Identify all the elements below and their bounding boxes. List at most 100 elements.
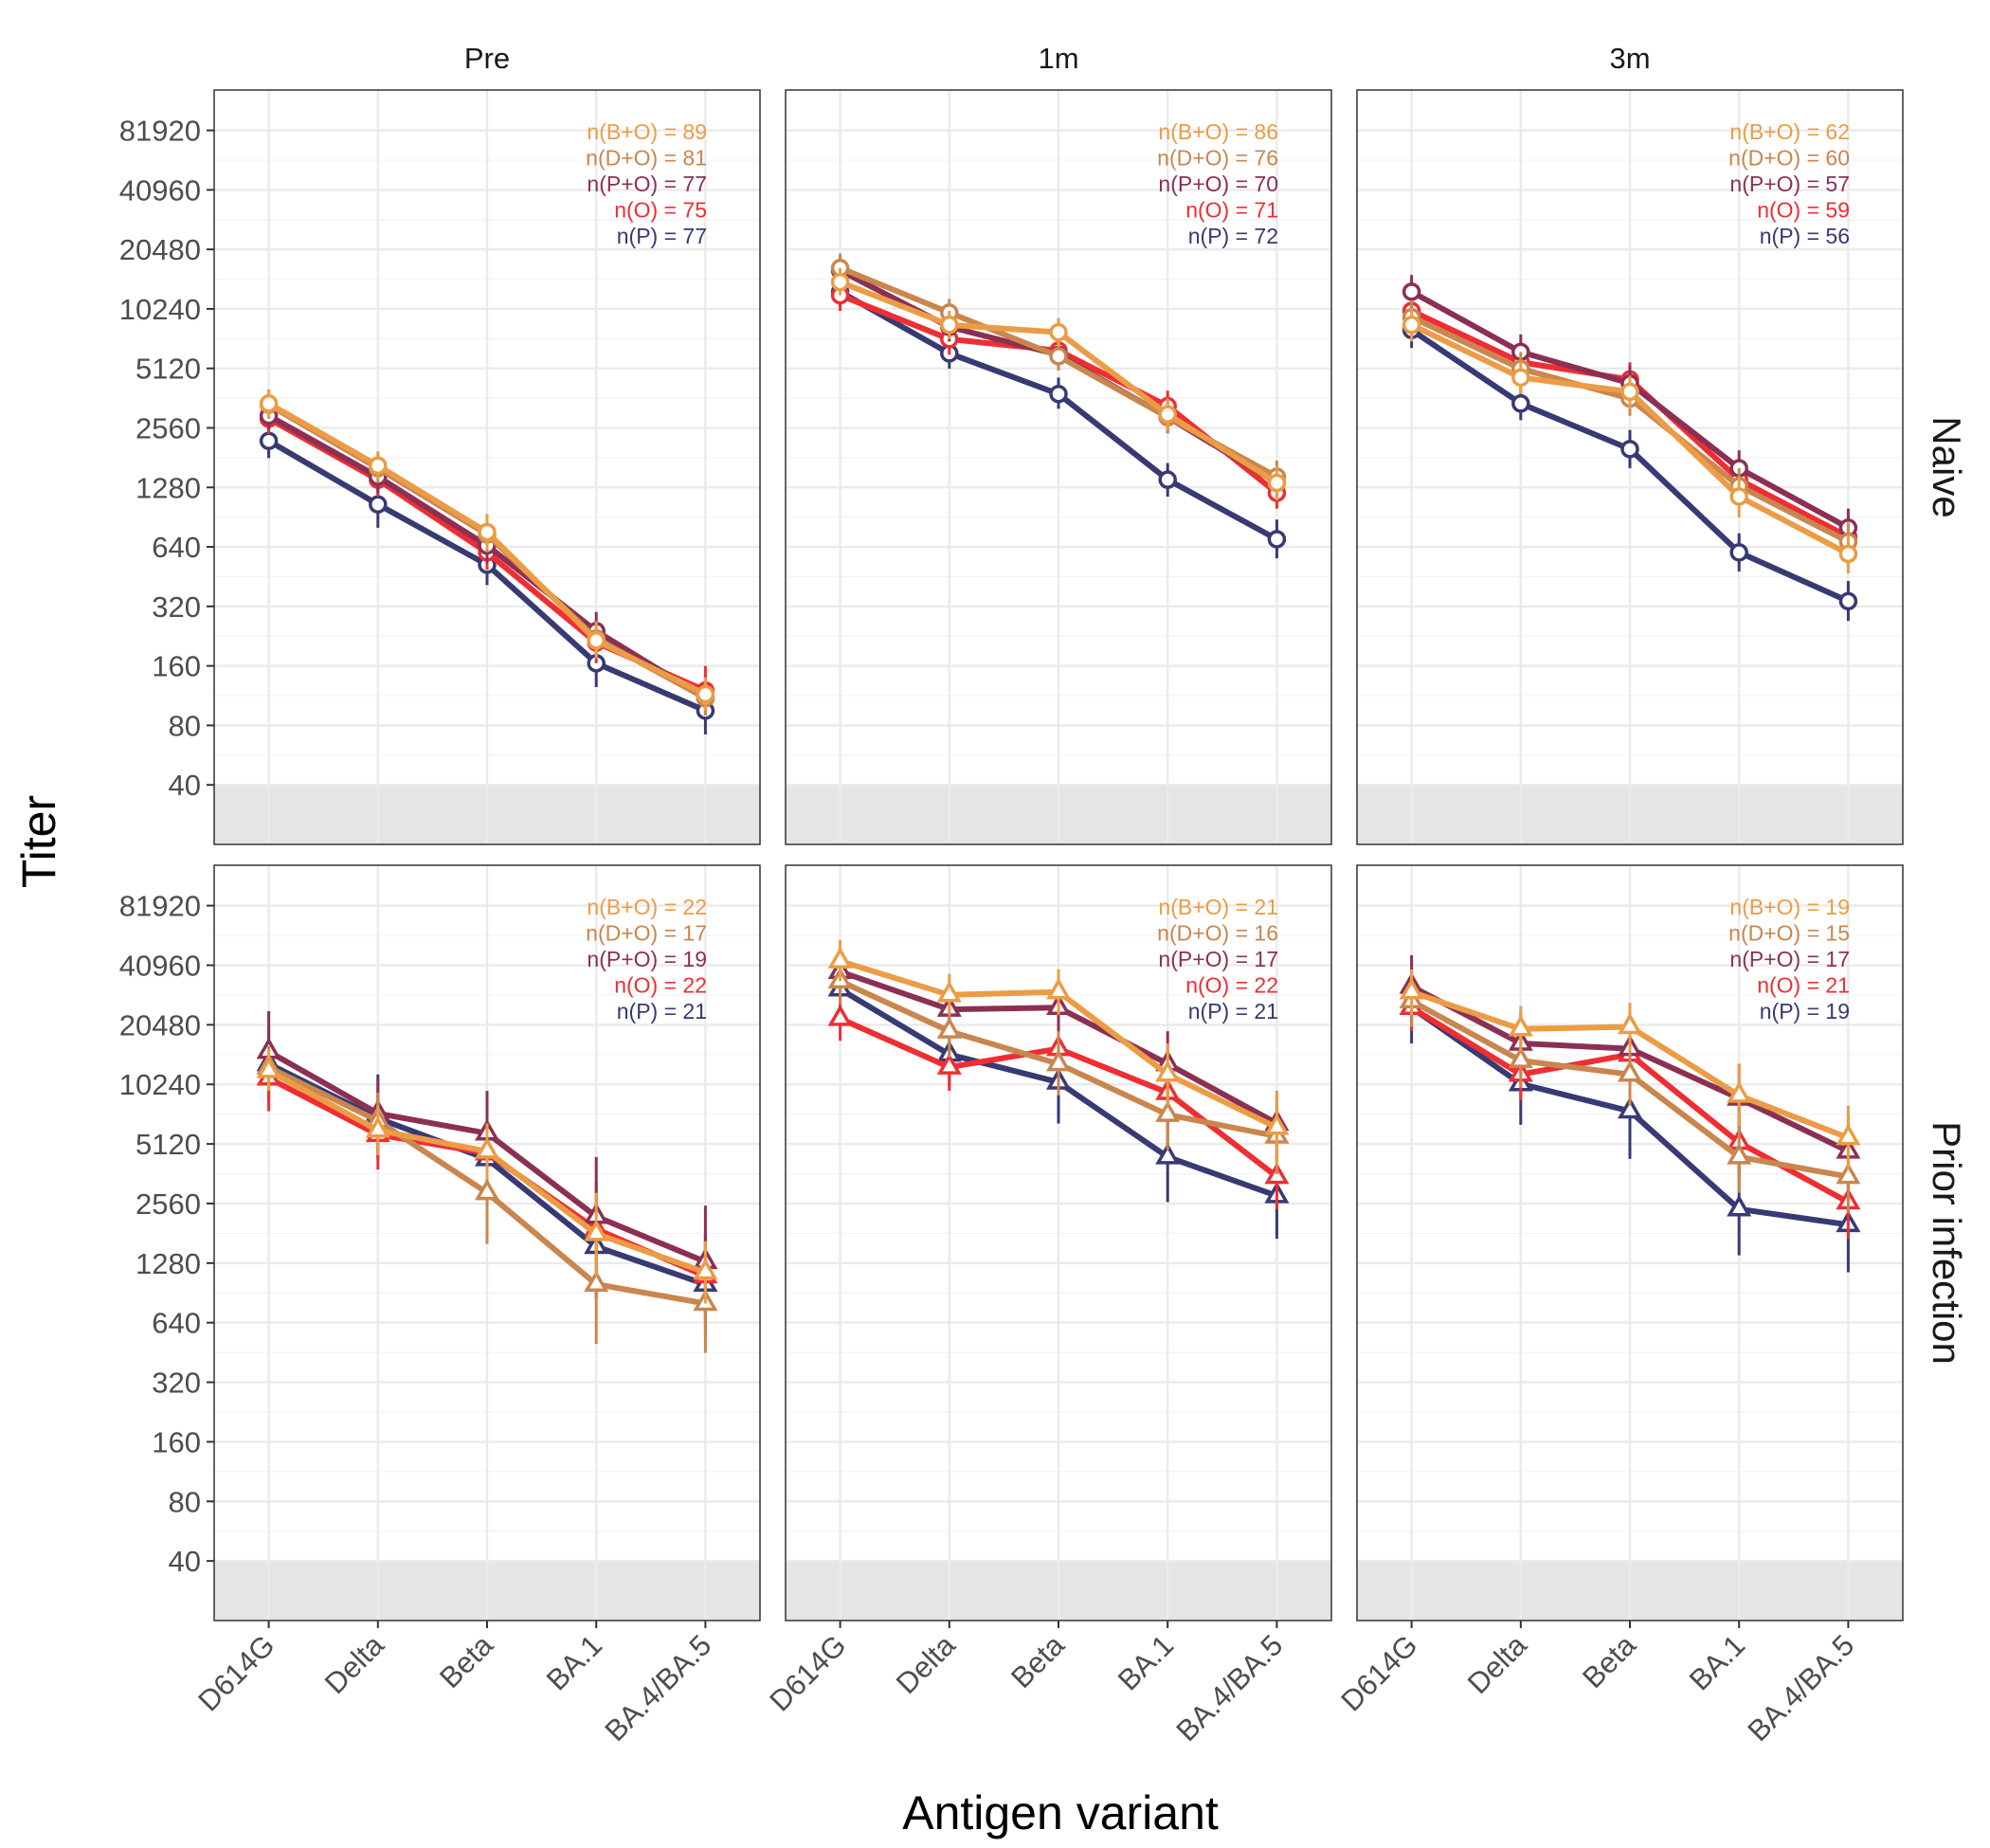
data-point-circle <box>1049 322 1068 342</box>
y-tick-label: 5120 <box>136 353 201 386</box>
n-label: n(O) = 22 <box>1185 973 1278 998</box>
data-point-triangle <box>1155 1142 1181 1165</box>
row-strip-label-0: Naive <box>1925 416 1969 517</box>
panel-0-2: n(B+O) = 62n(D+O) = 60n(P+O) = 57n(O) = … <box>1356 89 1904 845</box>
n-label: n(B+O) = 89 <box>587 119 707 144</box>
y-tick-label: 81920 <box>119 890 201 923</box>
n-label: n(P) = 72 <box>1188 224 1278 248</box>
n-label: n(P+O) = 70 <box>1158 172 1278 196</box>
data-point-circle <box>940 316 959 335</box>
data-point-triangle <box>1045 977 1072 1000</box>
n-label: n(B+O) = 62 <box>1729 119 1850 144</box>
data-point-triangle <box>1836 1162 1861 1185</box>
y-tick-label: 10240 <box>119 293 201 326</box>
n-label: n(O) = 22 <box>614 973 707 998</box>
data-point-circle <box>1158 405 1177 424</box>
data-point-triangle <box>365 1115 390 1138</box>
y-tick-label: 80 <box>169 1485 201 1518</box>
data-point-triangle <box>584 1270 609 1292</box>
y-tick-label: 10240 <box>119 1068 201 1101</box>
data-point-circle <box>1511 394 1530 413</box>
data-point-triangle <box>1508 1014 1533 1037</box>
data-point-triangle <box>256 1056 281 1078</box>
panel-1-0: n(B+O) = 22n(D+O) = 17n(P+O) = 19n(O) = … <box>119 864 761 1748</box>
n-label: n(P) = 21 <box>617 999 707 1024</box>
n-label: n(P) = 19 <box>1760 999 1850 1024</box>
n-label: n(D+O) = 15 <box>1728 921 1850 946</box>
data-point-triangle <box>1155 1100 1181 1122</box>
data-point-triangle <box>827 947 853 969</box>
row-strip-label-1: Prior infection <box>1925 1121 1969 1365</box>
y-tick-label: 320 <box>152 590 201 624</box>
x-tick-label: Beta <box>433 1628 499 1694</box>
data-point-circle <box>1729 487 1748 506</box>
n-label: n(B+O) = 86 <box>1158 119 1278 144</box>
data-point-triangle <box>1617 1060 1643 1082</box>
panel-1-2: n(B+O) = 19n(D+O) = 15n(P+O) = 17n(O) = … <box>1334 864 1904 1748</box>
data-point-circle <box>1838 544 1858 564</box>
data-point-triangle <box>1399 977 1424 1000</box>
y-tick-label: 40960 <box>119 173 201 207</box>
data-point-circle <box>1620 440 1639 459</box>
n-label: n(P+O) = 17 <box>1729 947 1850 971</box>
y-tick-label: 20480 <box>119 1008 201 1042</box>
data-point-circle <box>1402 282 1421 301</box>
y-tick-label: 81920 <box>119 115 201 148</box>
n-label: n(P+O) = 77 <box>587 172 707 196</box>
x-tick-label: Delta <box>1461 1628 1533 1700</box>
n-label: n(O) = 21 <box>1757 973 1850 998</box>
y-tick-label: 1280 <box>136 1247 201 1280</box>
y-tick-label: 40960 <box>119 949 201 982</box>
labels-layer: Antigen variant Titer Pre 1m 3m Naive Prior … <box>12 42 1969 1839</box>
n-label: n(P+O) = 19 <box>587 947 707 971</box>
panel-1-1: n(B+O) = 21n(D+O) = 16n(P+O) = 17n(O) = … <box>763 864 1332 1748</box>
panel-border <box>785 89 1332 845</box>
data-point-circle <box>1729 543 1748 562</box>
data-point-triangle <box>1045 1049 1072 1072</box>
y-tick-label: 40 <box>169 769 201 802</box>
n-label: n(B+O) = 19 <box>1729 895 1850 919</box>
data-point-circle <box>259 394 279 413</box>
column-strip-label-2: 3m <box>1609 42 1650 75</box>
n-label: n(P+O) = 17 <box>1158 947 1278 971</box>
data-point-circle <box>1838 591 1858 611</box>
n-label: n(D+O) = 17 <box>586 921 707 946</box>
data-point-circle <box>696 684 715 704</box>
n-label: n(B+O) = 22 <box>587 895 707 919</box>
data-point-triangle <box>1264 1113 1290 1135</box>
panel-border <box>213 89 761 845</box>
y-tick-label: 640 <box>152 531 201 564</box>
data-point-circle <box>1049 347 1068 366</box>
data-point-circle <box>478 522 497 542</box>
x-tick-label: Beta <box>1576 1628 1642 1694</box>
data-point-triangle <box>474 1178 500 1201</box>
x-tick-label: D614G <box>1334 1628 1423 1717</box>
x-tick-label: BA.4/BA.5 <box>1169 1628 1289 1748</box>
data-point-triangle <box>1508 1046 1533 1068</box>
data-point-triangle <box>936 980 962 1003</box>
panel-border <box>1356 89 1904 845</box>
panels-layer: n(B+O) = 89n(D+O) = 81n(P+O) = 77n(O) = … <box>119 89 1904 1748</box>
data-point-circle <box>1049 384 1068 404</box>
x-tick-label: BA.1 <box>1683 1628 1751 1696</box>
column-strip-label-1: 1m <box>1038 42 1078 75</box>
data-point-triangle <box>1617 1096 1643 1119</box>
data-point-triangle <box>693 1258 718 1280</box>
x-tick-label: D614G <box>191 1628 280 1717</box>
data-point-triangle <box>936 1053 962 1075</box>
x-tick-label: BA.4/BA.5 <box>598 1628 717 1748</box>
y-tick-label: 5120 <box>136 1128 201 1161</box>
x-axis-title: Antigen variant <box>902 1786 1219 1839</box>
data-point-circle <box>1158 470 1177 489</box>
n-label: n(D+O) = 60 <box>1728 146 1850 171</box>
data-point-circle <box>1620 382 1639 402</box>
y-tick-label: 2560 <box>136 1187 201 1221</box>
n-label: n(O) = 75 <box>614 198 707 223</box>
data-point-triangle <box>1727 1194 1752 1217</box>
data-point-circle <box>1511 368 1530 388</box>
data-point-circle <box>1267 473 1287 493</box>
y-tick-label: 1280 <box>136 471 201 504</box>
y-tick-label: 160 <box>152 650 201 683</box>
y-tick-label: 320 <box>152 1367 201 1400</box>
